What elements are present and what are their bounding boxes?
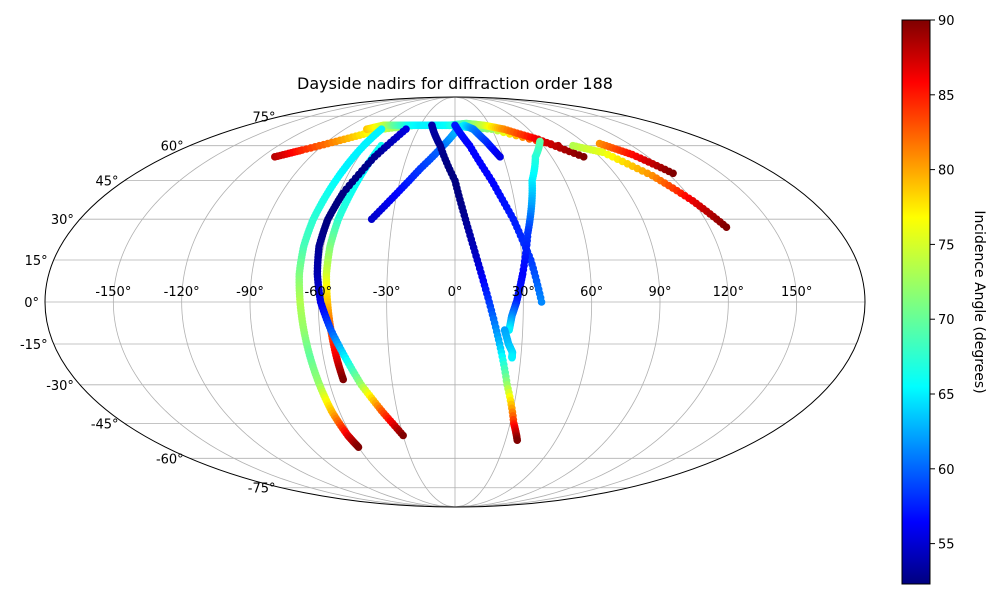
longitude-tick-label: 60° xyxy=(580,285,603,300)
data-point xyxy=(579,153,588,161)
data-point xyxy=(399,431,407,440)
colorbar-tick-label: 65 xyxy=(938,388,955,403)
latitude-tick-label: 30° xyxy=(51,213,74,228)
longitude-tick-label: -30° xyxy=(373,285,401,300)
grid-meridian xyxy=(386,97,456,507)
data-point xyxy=(513,436,522,445)
chart-title: Dayside nadirs for diffraction order 188 xyxy=(297,74,613,93)
grid-meridian xyxy=(454,97,524,507)
longitude-tick-label: 0° xyxy=(448,285,463,300)
grid-meridian xyxy=(454,97,798,507)
latitude-tick-label: -60° xyxy=(156,452,184,467)
data-point xyxy=(669,169,677,178)
colorbar-gradient xyxy=(901,19,931,585)
longitude-tick-label: 90° xyxy=(648,285,671,300)
colorbar-tick-label: 70 xyxy=(938,313,955,328)
grid-meridian xyxy=(454,97,729,507)
grid-meridian xyxy=(181,97,456,507)
colorbar-label: Incidence Angle (degrees) xyxy=(971,210,987,393)
latitude-tick-labels: -75° -60° -45° -30° -15° 0° 15° 30° 45° 60° 75° xyxy=(20,110,276,496)
longitude-tick-label: -150° xyxy=(95,285,131,300)
latitude-tick-label: 0° xyxy=(24,296,39,311)
colorbar-tick-label: 85 xyxy=(938,89,955,104)
latitude-tick-label: 75° xyxy=(252,110,275,125)
colorbar: 55 60 65 70 75 80 85 90 Incidence Angle (degree… xyxy=(901,14,987,585)
colorbar-tick-label: 55 xyxy=(938,538,955,553)
longitude-tick-label: -60° xyxy=(304,285,332,300)
latitude-tick-label: -15° xyxy=(20,338,48,353)
latitude-tick-label: 45° xyxy=(96,175,119,190)
data-point xyxy=(354,443,363,451)
latitude-tick-label: -30° xyxy=(46,379,74,394)
longitude-tick-label: 150° xyxy=(781,285,812,300)
longitude-tick-label: 120° xyxy=(713,285,744,300)
latitude-tick-label: 15° xyxy=(25,254,48,269)
colorbar-tick-label: 90 xyxy=(938,14,955,29)
latitude-tick-label: -75° xyxy=(248,482,276,497)
data-point xyxy=(722,223,731,232)
map-grid xyxy=(45,97,865,507)
data-point xyxy=(339,375,348,384)
longitude-tick-label: 30° xyxy=(512,285,535,300)
longitude-tick-labels: -150° -120° -90° -60° -30° 0° 30° 60° 90° 120° 150… xyxy=(95,285,812,300)
latitude-tick-label: -45° xyxy=(91,417,119,432)
colorbar-tick-label: 75 xyxy=(938,238,955,253)
latitude-tick-label: 60° xyxy=(161,140,184,155)
data-points xyxy=(271,119,731,451)
colorbar-tick-label: 80 xyxy=(938,164,955,179)
map-boundary xyxy=(44,96,866,508)
data-point xyxy=(496,153,504,161)
data-point xyxy=(537,298,546,306)
longitude-tick-label: -120° xyxy=(164,285,200,300)
grid-meridian xyxy=(112,97,456,507)
data-point xyxy=(508,353,516,362)
colorbar-tick-label: 60 xyxy=(938,463,955,478)
colorbar-ticks: 55 60 65 70 75 80 85 90 xyxy=(930,14,955,553)
longitude-tick-label: -90° xyxy=(236,285,264,300)
